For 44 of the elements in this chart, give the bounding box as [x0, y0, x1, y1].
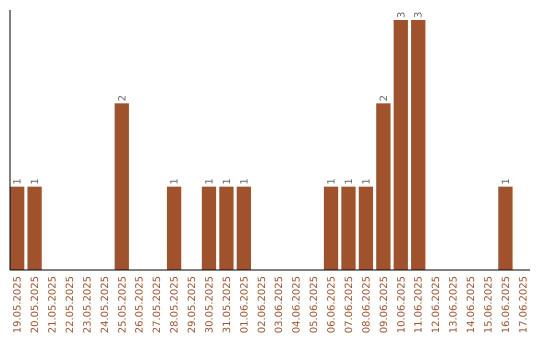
x-tick-label: 04.06.2025 — [292, 276, 303, 334]
x-tick-label: 05.06.2025 — [309, 276, 320, 334]
data-label: 1 — [239, 178, 250, 185]
data-label: 1 — [12, 178, 24, 185]
x-tick-label: 21.05.2025 — [48, 276, 59, 334]
data-label: 1 — [344, 178, 355, 185]
data-label: 1 — [30, 178, 42, 185]
x-tick-label: 01.06.2025 — [239, 276, 250, 334]
data-label: 1 — [500, 178, 512, 185]
x-tick-label: 11.06.2025 — [414, 276, 425, 334]
x-tick-label: 22.05.2025 — [64, 276, 76, 334]
x-tick-label: 10.06.2025 — [396, 276, 408, 334]
data-label: 3 — [414, 12, 425, 18]
x-tick-label: 16.06.2025 — [500, 276, 512, 334]
x-tick-label: 12.06.2025 — [431, 276, 442, 334]
x-tick-label: 15.06.2025 — [483, 276, 494, 334]
x-tick-label: 24.05.2025 — [100, 276, 111, 334]
x-tick-label: 29.05.2025 — [187, 276, 198, 334]
x-tick-label: 30.05.2025 — [204, 276, 216, 334]
x-tick-label: 23.05.2025 — [82, 276, 94, 334]
x-tick-label: 26.05.2025 — [134, 276, 146, 334]
x-tick-label: 02.06.2025 — [256, 276, 268, 334]
x-tick-label: 13.06.2025 — [448, 276, 460, 334]
x-tick-label: 20.05.2025 — [30, 276, 42, 334]
x-tick-label: 19.05.2025 — [12, 276, 24, 334]
x-tick-label: 08.06.2025 — [361, 276, 372, 334]
x-tick-label: 28.05.2025 — [170, 276, 181, 334]
x-tick-label: 07.06.2025 — [344, 276, 355, 334]
x-tick-label: 17.06.2025 — [518, 276, 530, 334]
data-label: 3 — [396, 12, 408, 18]
data-label: 2 — [117, 94, 128, 102]
x-tick-label: 03.06.2025 — [274, 276, 286, 334]
data-label: 1 — [204, 178, 216, 185]
data-label: 2 — [378, 94, 390, 102]
x-tick-label: 14.06.2025 — [466, 276, 478, 334]
data-label: 1 — [222, 178, 233, 185]
data-label: 1 — [361, 178, 372, 185]
data-label: 1 — [170, 178, 181, 185]
x-tick-label: 06.06.2025 — [326, 276, 338, 334]
x-tick-label: 31.05.2025 — [222, 276, 233, 334]
x-tick-label: 09.06.2025 — [378, 276, 390, 334]
x-tick-label: 25.05.2025 — [117, 276, 128, 334]
data-label: 1 — [326, 178, 338, 185]
x-tick-label: 27.05.2025 — [152, 276, 164, 334]
